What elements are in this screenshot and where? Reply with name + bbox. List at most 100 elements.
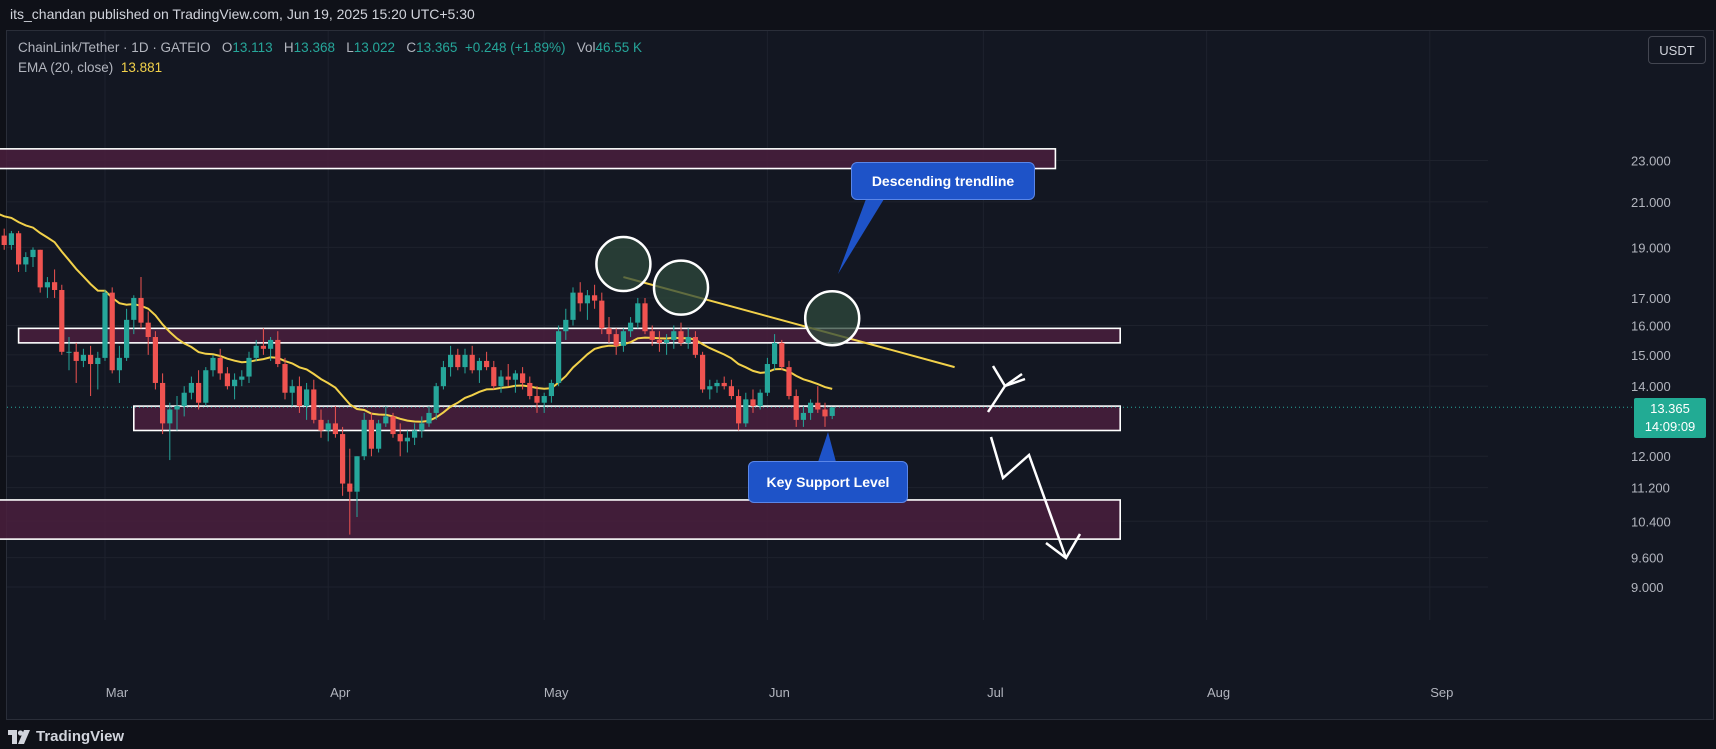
candle-body: [95, 358, 100, 364]
candle-body: [405, 438, 410, 442]
candle-body: [815, 403, 820, 410]
candle-body: [290, 386, 295, 393]
candle-body: [304, 389, 309, 406]
candle-body: [686, 337, 691, 343]
candle-body: [830, 407, 835, 416]
candle-body: [102, 293, 107, 358]
candle-body: [246, 358, 251, 377]
candle-body: [642, 303, 647, 331]
candle-body: [743, 399, 748, 423]
candle-body: [786, 367, 791, 396]
candle-body: [275, 340, 280, 364]
candle-body: [225, 373, 230, 386]
candle-body: [88, 355, 93, 364]
key-support-callout[interactable]: Key Support Level: [748, 461, 908, 503]
peak-circle-1: [596, 237, 650, 291]
candle-body: [297, 386, 302, 406]
bar-countdown: 14:09:09: [1634, 418, 1706, 436]
candle-body: [750, 399, 755, 406]
candle-body: [434, 386, 439, 413]
x-tick-label: Jun: [769, 685, 790, 700]
candle-body: [153, 337, 158, 383]
currency-button[interactable]: USDT: [1648, 36, 1706, 64]
candle-body: [110, 293, 115, 371]
x-tick-label: Mar: [106, 685, 129, 700]
x-tick-label: Sep: [1430, 685, 1453, 700]
candle-body: [81, 355, 86, 361]
candle-body: [506, 377, 511, 380]
candle-body: [66, 352, 71, 353]
candle-body: [491, 367, 496, 386]
candle-body: [549, 383, 554, 396]
candle-body: [218, 358, 223, 374]
bottom-bar: TradingView: [0, 720, 1716, 749]
candle-body: [383, 416, 388, 423]
candle-body: [448, 355, 453, 367]
candle-body: [592, 295, 597, 300]
tradingview-wordmark: TradingView: [36, 728, 124, 745]
candle-body: [729, 386, 734, 396]
candle-body: [635, 303, 640, 322]
candle-body: [801, 413, 806, 420]
candle-body: [347, 484, 352, 492]
y-tick-label: 21.000: [1631, 195, 1671, 210]
candle-body: [196, 383, 201, 403]
candle-body: [398, 434, 403, 441]
peak-circle-3: [805, 291, 859, 345]
candle-body: [556, 331, 561, 383]
y-tick-label: 12.000: [1631, 449, 1671, 464]
candle-body: [38, 250, 43, 288]
change-value: +0.248 (+1.89%): [465, 40, 566, 55]
candle-body: [167, 409, 172, 423]
low-value: 13.022: [354, 40, 395, 55]
y-tick-label: 10.400: [1631, 514, 1671, 529]
candle-body: [45, 282, 50, 287]
candle-body: [578, 293, 583, 304]
symbol-label[interactable]: ChainLink/Tether · 1D · GATEIO: [18, 40, 211, 55]
price-zone-4: [0, 500, 1120, 539]
candle-body: [693, 337, 698, 355]
tradingview-logo-icon: [8, 730, 30, 744]
candle-body: [520, 373, 525, 383]
candle-body: [326, 423, 331, 430]
candle-body: [419, 423, 424, 430]
candle-body: [138, 298, 143, 323]
candle-body: [2, 236, 7, 245]
y-tick-label: 9.600: [1631, 551, 1664, 566]
candle-body: [664, 340, 669, 343]
candle-body: [441, 367, 446, 386]
candle-body: [131, 298, 136, 320]
candle-body: [412, 430, 417, 437]
candle-body: [657, 340, 662, 343]
candle-body: [74, 352, 79, 361]
candle-body: [527, 383, 532, 396]
candle-body: [318, 420, 323, 431]
candle-body: [534, 396, 539, 403]
candle-body: [124, 320, 129, 358]
ohlc-legend: ChainLink/Tether · 1D · GATEIO O13.113 H…: [18, 40, 642, 55]
close-label: C: [406, 40, 416, 55]
candle-body: [30, 250, 35, 257]
candle-body: [477, 361, 482, 370]
candle-body: [462, 355, 467, 367]
y-tick-label: 15.000: [1631, 348, 1671, 363]
x-tick-label: Aug: [1207, 685, 1230, 700]
candle-body: [23, 257, 28, 264]
open-value: 13.113: [232, 40, 272, 55]
candle-body: [117, 358, 122, 370]
price-zone-2: [19, 328, 1121, 343]
tradingview-logo[interactable]: TradingView: [8, 728, 124, 745]
peak-circle-2: [654, 261, 708, 315]
candle-body: [650, 331, 655, 340]
candle-body: [779, 343, 784, 367]
candle-body: [700, 355, 705, 390]
candle-body: [794, 396, 799, 420]
high-label: H: [284, 40, 294, 55]
descending-trendline-callout[interactable]: Descending trendline: [851, 162, 1035, 200]
candle-body: [16, 233, 21, 264]
candle-body: [376, 423, 381, 448]
candle-body: [808, 403, 813, 413]
ema-label: EMA (20, close): [18, 60, 113, 75]
ema-legend[interactable]: EMA (20, close) 13.881: [18, 60, 162, 75]
